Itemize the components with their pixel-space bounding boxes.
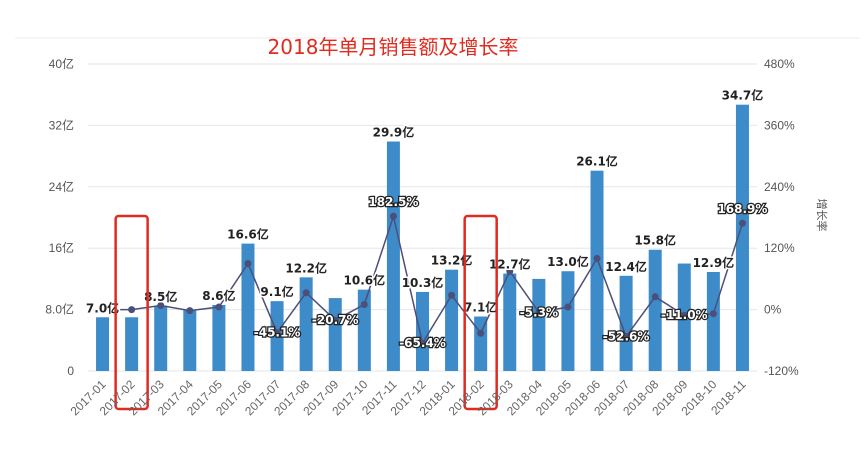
y-right-tick-label: -120%: [764, 364, 799, 378]
bar: [503, 273, 517, 371]
bar-value-label: 12.4亿: [605, 259, 647, 274]
growth-value-label: 168.9%: [717, 202, 767, 216]
growth-point: [215, 303, 223, 311]
bar-value-label: 12.2亿: [285, 260, 327, 275]
growth-point: [564, 303, 572, 311]
highlight-box: [114, 214, 149, 411]
bar-value-label: 7.1亿: [464, 300, 497, 315]
bar-value-label: 16.6亿: [227, 227, 269, 242]
growth-point: [506, 267, 514, 275]
growth-point: [709, 310, 717, 318]
growth-value-label: -20.7%: [312, 313, 359, 327]
bar: [96, 317, 110, 371]
bar-value-label: 12.7亿: [489, 257, 531, 272]
growth-point: [128, 306, 136, 314]
y-right-tick-label: 360%: [764, 118, 795, 132]
y-right-tick-label: 120%: [764, 241, 795, 255]
bar-value-label: 29.9亿: [373, 125, 415, 140]
growth-point: [680, 311, 688, 319]
chart-title: 2018年单月销售额及增长率: [268, 35, 519, 59]
bar-value-label: 15.8亿: [634, 233, 676, 248]
y-left-tick-label: 24亿: [49, 179, 74, 194]
y-left-tick-label: 16亿: [49, 240, 74, 255]
bar: [416, 291, 429, 371]
y-left-tick-label: 8.0亿: [45, 302, 74, 317]
growth-value-label: -65.4%: [399, 336, 446, 350]
bar: [154, 305, 168, 371]
bar: [241, 243, 255, 371]
growth-point: [360, 300, 368, 308]
growth-point: [99, 306, 107, 314]
bar: [590, 170, 604, 371]
bar: [183, 309, 197, 371]
growth-point: [302, 289, 310, 297]
growth-point: [593, 254, 601, 262]
growth-value-label: -11.0%: [661, 308, 708, 322]
right-axis-title: 增长率: [815, 199, 829, 232]
growth-point: [477, 329, 485, 337]
bar-value-label: 12.9亿: [693, 255, 735, 270]
bar: [735, 104, 749, 372]
bar: [445, 269, 459, 371]
growth-value-label: 182.5%: [368, 195, 418, 209]
bar-value-label: 7.0亿: [86, 300, 119, 315]
bar-value-label: 8.6亿: [202, 288, 235, 303]
growth-point: [331, 316, 339, 324]
bar-value-label: 9.1亿: [260, 284, 293, 299]
bar-layer: [96, 104, 749, 372]
growth-point: [535, 308, 543, 316]
bar-value-label: 10.3亿: [402, 275, 444, 290]
growth-point: [622, 333, 630, 341]
growth-point: [157, 302, 165, 310]
label-layer: 7.0亿 8.5亿 8.6亿 16.6亿 9.1亿 12.2亿 10.6亿 29.9亿 10.3…: [84, 86, 768, 351]
bar-value-label: 10.6亿: [344, 273, 386, 288]
bar: [561, 271, 575, 371]
y-left-tick-label: 40亿: [49, 56, 74, 71]
bar-value-label: 13.2亿: [431, 253, 473, 268]
highlight-box: [463, 214, 498, 411]
bar: [619, 275, 633, 371]
growth-point: [738, 219, 746, 227]
bar: [125, 317, 139, 371]
y-right-tick-label: 240%: [764, 180, 795, 194]
bar: [386, 141, 400, 371]
line-layer: [99, 212, 746, 347]
growth-value-label: -45.1%: [254, 326, 301, 340]
bar-value-label: 34.7亿: [722, 88, 764, 103]
bar-value-label: 26.1亿: [576, 154, 618, 169]
growth-point: [186, 307, 194, 315]
bar: [357, 289, 371, 371]
y-right-tick-label: 0%: [764, 303, 782, 317]
growth-value-label: -52.6%: [603, 330, 650, 344]
highlight-layer: [114, 214, 498, 411]
growth-point: [244, 260, 252, 268]
bar-value-label: 13.0亿: [547, 254, 589, 269]
growth-point: [389, 212, 397, 220]
bar: [648, 249, 662, 371]
growth-value-label: -5.3%: [520, 305, 558, 319]
bar: [328, 298, 342, 371]
y-right-tick-label: 480%: [764, 57, 795, 71]
growth-point: [448, 291, 456, 299]
bar: [212, 304, 226, 371]
growth-point: [419, 339, 426, 347]
growth-point: [273, 329, 281, 337]
bar-value-label: 8.5亿: [144, 289, 177, 304]
bar: [706, 271, 720, 371]
growth-point: [651, 293, 659, 301]
y-left-tick-label: 32亿: [49, 117, 74, 132]
bar: [299, 277, 313, 371]
bar: [532, 278, 546, 371]
y-left-tick-label: 0: [67, 364, 74, 378]
